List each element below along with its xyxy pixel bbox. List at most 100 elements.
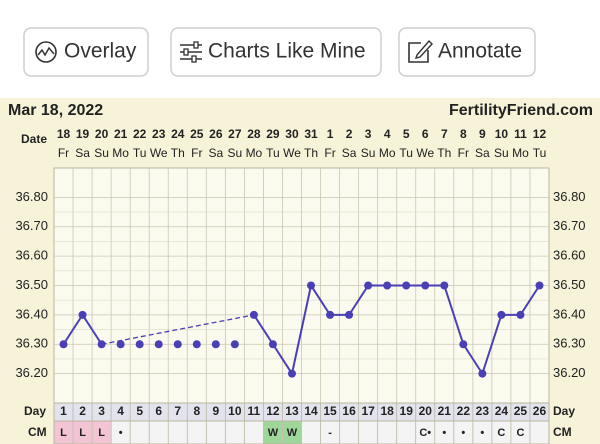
temperature-point — [135, 340, 144, 349]
date-label: 19 — [76, 127, 90, 141]
temperature-point — [192, 340, 201, 349]
temperature-point — [440, 281, 449, 290]
weekday-label: We — [416, 146, 434, 160]
chart-title: Mar 18, 2022 — [8, 102, 103, 119]
weekday-label: Tu — [533, 146, 547, 160]
date-label: 22 — [133, 127, 147, 141]
day-row-label: Day — [24, 404, 46, 418]
temperature-point — [268, 340, 277, 349]
weekday-label: Th — [171, 146, 185, 160]
weekday-label: Sa — [208, 146, 223, 160]
cm-label: L — [79, 427, 86, 439]
day-label: 3 — [98, 404, 105, 418]
cm-cell — [73, 421, 92, 444]
weekday-label: Fr — [191, 146, 202, 160]
day-label: 25 — [514, 404, 528, 418]
overlay-button[interactable]: Overlay — [23, 27, 149, 77]
day-row-label-right: Day — [553, 404, 575, 418]
date-label: 2 — [346, 127, 353, 141]
day-label: 14 — [304, 404, 318, 418]
cm-cell — [54, 421, 73, 444]
cm-row-label-right: CM — [553, 425, 572, 439]
day-label: 22 — [457, 404, 471, 418]
cm-label: - — [328, 427, 332, 439]
date-row-label: Date — [21, 132, 47, 146]
date-label: 21 — [114, 127, 128, 141]
cm-label: • — [480, 427, 484, 439]
cm-label: W — [287, 427, 298, 439]
date-label: 3 — [365, 127, 372, 141]
day-label: 26 — [533, 404, 547, 418]
temperature-point — [154, 340, 163, 349]
weekday-label: We — [150, 146, 168, 160]
cm-cell — [92, 421, 111, 444]
date-label: 25 — [190, 127, 204, 141]
y-tick-label-right: 36.70 — [553, 218, 586, 233]
temperature-point — [535, 281, 544, 290]
date-label: 11 — [514, 127, 527, 141]
date-label: 30 — [285, 127, 299, 141]
weekday-label: Su — [94, 146, 109, 160]
weekday-label: Sa — [342, 146, 357, 160]
temperature-point — [116, 340, 125, 349]
date-label: 24 — [171, 127, 185, 141]
date-label: 23 — [152, 127, 166, 141]
date-label: 31 — [304, 127, 318, 141]
y-tick-label: 36.70 — [15, 218, 48, 233]
y-tick-label: 36.60 — [15, 248, 48, 263]
temperature-point — [421, 281, 430, 290]
temperature-point — [497, 310, 506, 319]
day-label: 18 — [380, 404, 394, 418]
weekday-label: Sa — [75, 146, 90, 160]
cm-label: • — [119, 427, 123, 439]
weekday-label: Mo — [512, 146, 529, 160]
day-label: 19 — [400, 404, 414, 418]
weekday-label: Fr — [458, 146, 469, 160]
day-label: 7 — [174, 404, 181, 418]
weekday-label: We — [283, 146, 301, 160]
day-label: 12 — [266, 404, 280, 418]
cm-label: C — [497, 427, 505, 439]
date-label: 1 — [327, 127, 334, 141]
charts-like-mine-button[interactable]: Charts Like Mine — [170, 27, 382, 77]
day-label: 4 — [117, 404, 124, 418]
date-label: 5 — [403, 127, 410, 141]
day-label: 16 — [342, 404, 356, 418]
weekday-label: Mo — [112, 146, 129, 160]
temperature-point — [230, 340, 239, 349]
day-label: 20 — [419, 404, 433, 418]
weekday-label: Fr — [58, 146, 69, 160]
date-label: 8 — [460, 127, 467, 141]
y-tick-label-right: 36.30 — [553, 336, 586, 351]
date-label: 12 — [533, 127, 547, 141]
temperature-point — [173, 340, 182, 349]
annotate-button[interactable]: Annotate — [398, 27, 536, 77]
day-label: 5 — [136, 404, 143, 418]
day-label: 24 — [495, 404, 509, 418]
temperature-point — [249, 310, 258, 319]
y-tick-label: 36.50 — [15, 277, 48, 292]
date-label: 6 — [422, 127, 429, 141]
day-label: 1 — [60, 404, 67, 418]
day-label: 10 — [228, 404, 242, 418]
date-label: 27 — [228, 127, 242, 141]
y-tick-label-right: 36.40 — [553, 306, 586, 321]
weekday-label: Mo — [246, 146, 263, 160]
date-label: 29 — [266, 127, 280, 141]
day-label: 8 — [193, 404, 200, 418]
y-tick-label-right: 36.80 — [553, 189, 586, 204]
temperature-point — [364, 281, 373, 290]
cm-label: L — [98, 427, 105, 439]
weekday-label: Su — [228, 146, 243, 160]
date-label: 10 — [495, 127, 509, 141]
weekday-label: Su — [494, 146, 509, 160]
day-label: 2 — [79, 404, 86, 418]
temperature-point — [402, 281, 411, 290]
y-tick-label-right: 36.20 — [553, 365, 586, 380]
day-label: 6 — [155, 404, 162, 418]
day-label: 15 — [323, 404, 337, 418]
button-label: Overlay — [64, 40, 137, 63]
date-label: 7 — [441, 127, 448, 141]
cm-label: • — [442, 427, 446, 439]
